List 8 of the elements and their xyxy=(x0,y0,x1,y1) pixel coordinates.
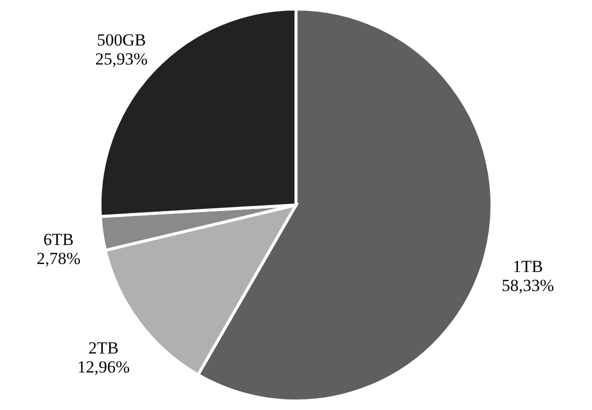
slice-label: 6TB xyxy=(43,230,74,249)
slice-label: 1TB xyxy=(512,257,543,276)
slice-label: 2TB xyxy=(88,338,119,358)
slice-label: 500GB xyxy=(96,30,146,50)
data-label: 12,96% xyxy=(77,357,130,376)
data-label: 2,78% xyxy=(36,248,81,268)
data-label: 58,33% xyxy=(502,276,554,296)
data-label: 25,93% xyxy=(95,49,148,68)
